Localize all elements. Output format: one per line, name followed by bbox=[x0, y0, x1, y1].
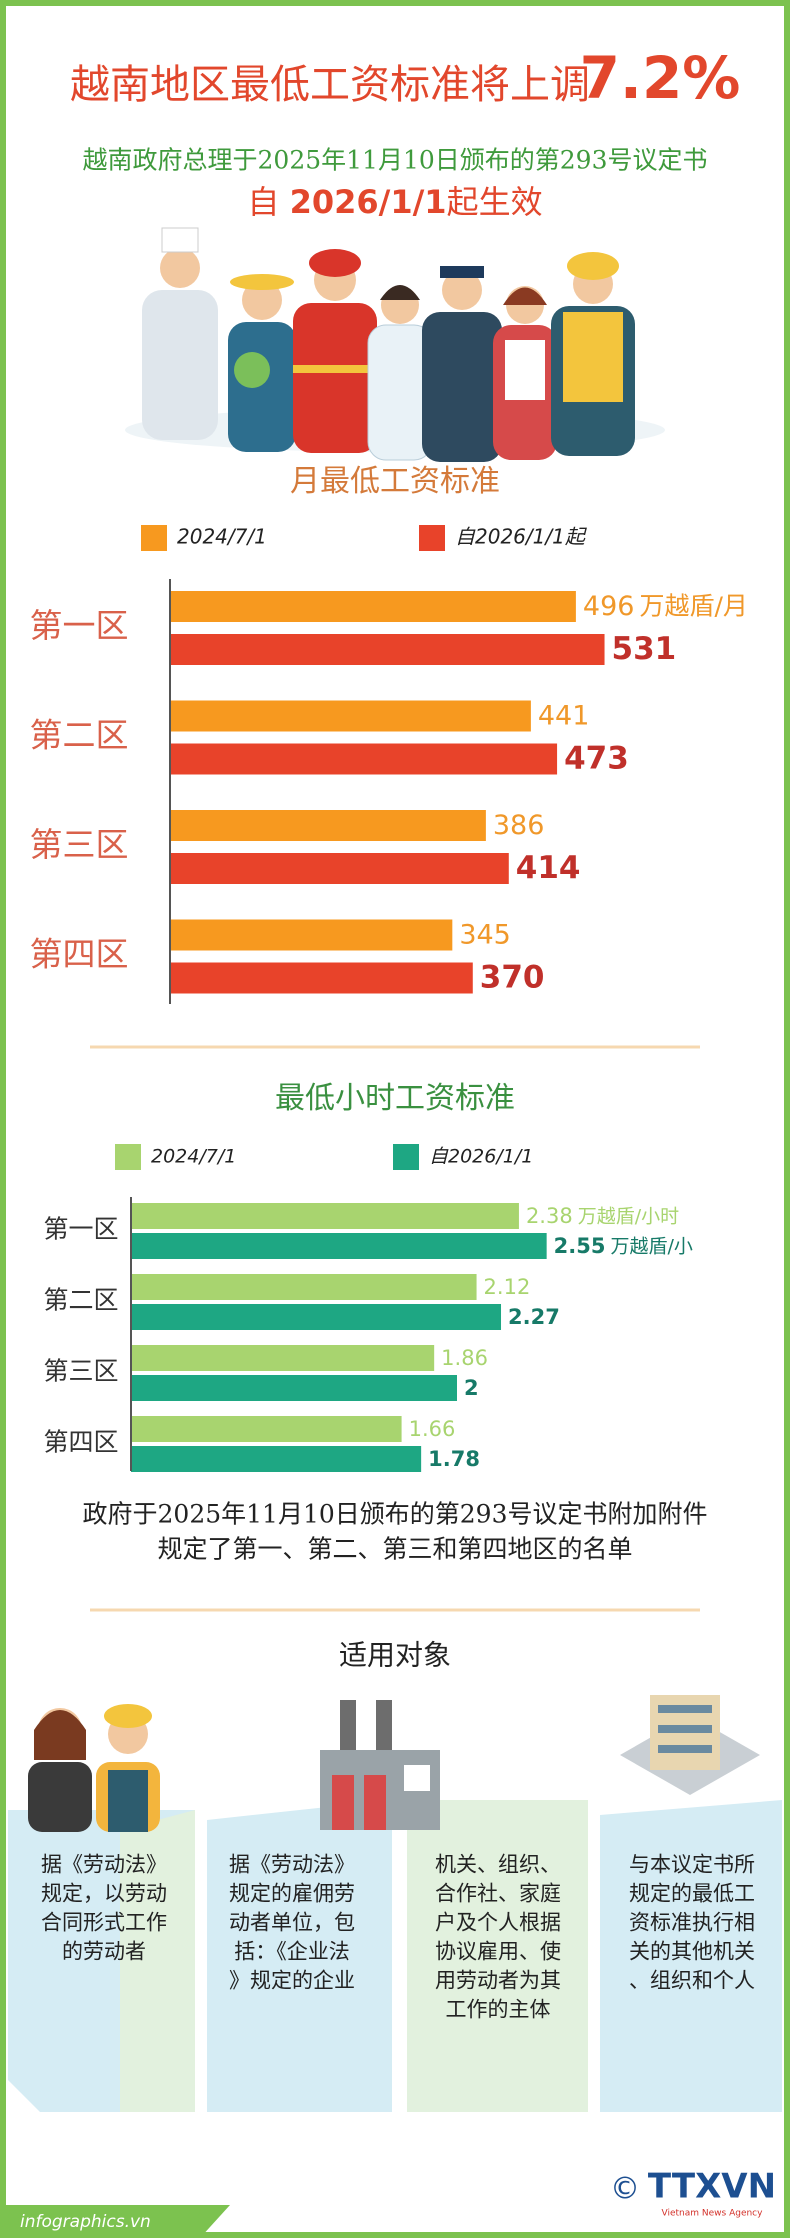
bar bbox=[170, 700, 531, 732]
unit-label: 万越盾/小 bbox=[610, 1236, 692, 1258]
category-label: 第二区 bbox=[43, 1286, 118, 1315]
bar bbox=[131, 1375, 457, 1401]
bar bbox=[170, 919, 453, 951]
applicable-text: 机关、组织、 bbox=[435, 1853, 561, 1877]
applicable-text: 》规定的企业 bbox=[229, 1969, 355, 1993]
applicable-text: 关的其他机关 bbox=[629, 1940, 755, 1964]
legend-label: 2024/7/1 bbox=[177, 525, 267, 549]
value-label: 496 bbox=[583, 591, 635, 622]
value-label: 473 bbox=[564, 741, 629, 777]
category-label: 第一区 bbox=[43, 1215, 118, 1244]
legend-swatch bbox=[141, 525, 167, 551]
bar bbox=[170, 853, 509, 884]
agency: Vietnam News Agency bbox=[662, 2209, 764, 2219]
section-title: 适用对象 bbox=[339, 1639, 451, 1672]
category-label: 第四区 bbox=[30, 935, 129, 974]
applicable-text: 户及个人根据 bbox=[435, 1911, 561, 1935]
applicable-text: 资标准执行相 bbox=[629, 1911, 755, 1935]
title: 越南地区最低工资标准将上调 bbox=[70, 62, 590, 108]
chart-title: 最低小时工资标准 bbox=[275, 1081, 515, 1116]
source: infographics.vn bbox=[20, 2212, 151, 2232]
category-label: 第三区 bbox=[43, 1357, 118, 1386]
category-label: 第三区 bbox=[30, 825, 129, 864]
bar bbox=[170, 634, 605, 665]
applicable-text: 合同形式工作 bbox=[41, 1911, 167, 1935]
applicable-text: 动者单位，包 bbox=[229, 1911, 355, 1935]
applicable-text: 据《劳动法》 bbox=[229, 1853, 355, 1877]
category-label: 第一区 bbox=[30, 606, 129, 645]
bar bbox=[170, 810, 486, 841]
legend-label: 自2026/1/1起 bbox=[455, 525, 588, 549]
logo: TTXVN bbox=[648, 2167, 776, 2207]
value-label: 1.66 bbox=[409, 1417, 456, 1441]
bar bbox=[170, 743, 558, 775]
effective-prefix: 自 bbox=[247, 183, 289, 221]
applicable-text: 规定，以劳动 bbox=[41, 1882, 167, 1906]
bar bbox=[170, 591, 576, 622]
value-label: 345 bbox=[459, 920, 511, 951]
value-label: 2 bbox=[464, 1376, 479, 1400]
bar bbox=[131, 1233, 547, 1259]
value-label: 441 bbox=[538, 701, 590, 732]
applicable-text: 括：《企业法 bbox=[234, 1940, 350, 1964]
category-label: 第四区 bbox=[43, 1428, 118, 1457]
value-label: 531 bbox=[612, 631, 677, 667]
applicable-text: 工作的主体 bbox=[446, 1998, 551, 2022]
legend-label: 自2026/1/1 bbox=[429, 1146, 533, 1168]
legend-swatch bbox=[393, 1144, 419, 1170]
bar bbox=[131, 1446, 422, 1472]
category-label: 第二区 bbox=[30, 716, 129, 755]
bar bbox=[131, 1203, 519, 1229]
applicable-text: 、组织和个人 bbox=[629, 1969, 755, 1993]
effective-line: 自 2026/1/1起生效 bbox=[247, 183, 542, 222]
legend-swatch bbox=[115, 1144, 141, 1170]
note-line: 政府于2025年11月10日颁布的第293号议定书附加附件 bbox=[83, 1500, 708, 1529]
applicable-text: 协议雇用、使 bbox=[435, 1940, 561, 1964]
value-label: 2.27 bbox=[508, 1305, 560, 1329]
value-label: 2.55 bbox=[554, 1234, 606, 1258]
value-label: 1.86 bbox=[441, 1346, 488, 1370]
unit-label: 万越盾/小时 bbox=[578, 1206, 679, 1228]
unit-label: 万越盾/月 bbox=[639, 592, 747, 621]
bar bbox=[131, 1345, 435, 1371]
chart-title: 月最低工资标准 bbox=[290, 464, 500, 499]
applicable-text: 规定的雇佣劳 bbox=[229, 1882, 355, 1906]
value-label: 414 bbox=[516, 850, 581, 886]
subtitle: 越南政府总理于2025年11月10日颁布的第293号议定书 bbox=[83, 146, 708, 175]
copyright: © bbox=[610, 2172, 640, 2207]
footer-band bbox=[0, 2205, 230, 2238]
value-label: 370 bbox=[480, 960, 545, 996]
applicable-text: 合作社、家庭 bbox=[435, 1882, 561, 1906]
applicable-text: 规定的最低工 bbox=[629, 1882, 755, 1906]
applicable-text: 据《劳动法》 bbox=[41, 1853, 167, 1877]
note-line: 规定了第一、第二、第三和第四地区的名单 bbox=[157, 1535, 632, 1564]
value-label: 1.78 bbox=[428, 1447, 480, 1471]
bar bbox=[131, 1416, 402, 1442]
bar bbox=[131, 1274, 477, 1300]
title-highlight: 7.2% bbox=[580, 44, 741, 112]
applicable-text: 与本议定书所 bbox=[629, 1853, 755, 1877]
applicable-text: 的劳动者 bbox=[62, 1940, 146, 1964]
applicable-text: 用劳动者为其 bbox=[435, 1969, 561, 1993]
value-label: 386 bbox=[493, 810, 545, 841]
value-label: 2.38 bbox=[526, 1204, 573, 1228]
effective-date: 2026/1/1 bbox=[290, 183, 447, 221]
bar bbox=[170, 962, 473, 994]
bar bbox=[131, 1304, 502, 1330]
workers-illustration bbox=[125, 227, 665, 462]
applicable-panels bbox=[8, 1695, 782, 2112]
legend-swatch bbox=[419, 525, 445, 551]
effective-suffix: 起生效 bbox=[447, 183, 543, 221]
value-label: 2.12 bbox=[484, 1275, 531, 1299]
legend-label: 2024/7/1 bbox=[151, 1146, 236, 1168]
